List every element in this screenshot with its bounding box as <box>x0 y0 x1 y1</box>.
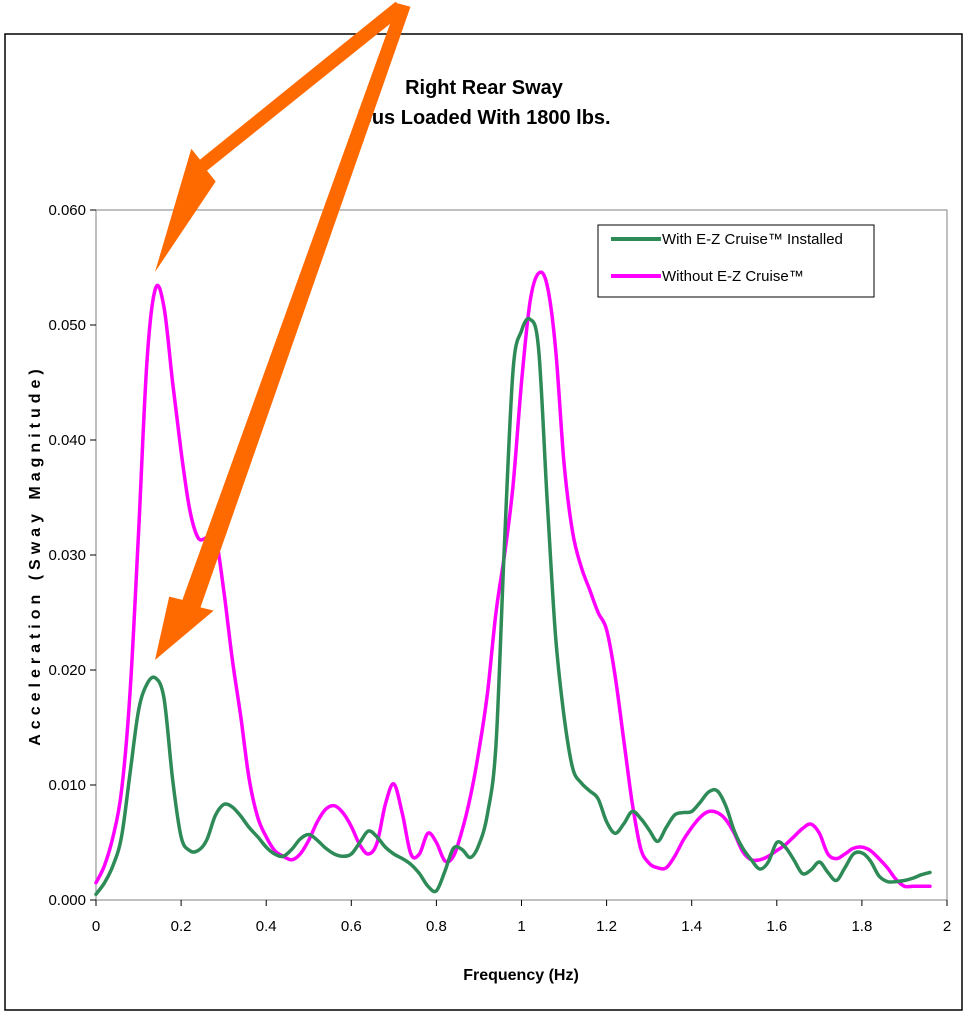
y-axis-title: Acceleration (Sway Magnitude) <box>27 364 44 746</box>
arrow-to-green-peak <box>155 3 411 660</box>
x-tick-label: 1.8 <box>851 918 872 935</box>
legend: With E-Z Cruise™ Installed Without E-Z C… <box>597 224 875 298</box>
x-tick-label: 1 <box>517 918 525 935</box>
y-tick-label: 0.050 <box>48 317 86 334</box>
legend-label-with: With E-Z Cruise™ Installed <box>662 231 843 248</box>
x-axis-title: Frequency (Hz) <box>463 967 579 984</box>
axis-ticks: 0 0.2 0.4 0.6 0.8 1 1.2 1.4 1.6 1.8 2 0.000 0.010 0.0… <box>48 202 951 935</box>
x-tick-label: 2 <box>943 918 951 935</box>
y-tick-label: 0.000 <box>48 892 86 909</box>
legend-label-without: Without E-Z Cruise™ <box>662 268 804 285</box>
arrow-to-magenta-peak <box>155 1 405 272</box>
x-tick-label: 0 <box>92 918 100 935</box>
chart-subtitle: Bus Loaded With 1800 lbs. <box>357 107 610 129</box>
annotation-arrows <box>155 1 411 660</box>
x-tick-label: 1.2 <box>596 918 617 935</box>
series-line-without-ez-cruise <box>94 270 932 889</box>
x-tick-label: 0.8 <box>426 918 447 935</box>
x-tick-label: 0.4 <box>256 918 277 935</box>
y-tick-label: 0.010 <box>48 777 86 794</box>
y-tick-label: 0.060 <box>48 202 86 219</box>
x-tick-label: 0.6 <box>341 918 362 935</box>
y-tick-label: 0.040 <box>48 432 86 449</box>
x-tick-label: 0.2 <box>171 918 192 935</box>
series-line-with-ez-cruise <box>94 316 932 897</box>
y-tick-label: 0.030 <box>48 547 86 564</box>
x-tick-label: 1.6 <box>766 918 787 935</box>
series-lines <box>94 270 932 897</box>
plot-area <box>95 209 948 901</box>
y-tick-label: 0.020 <box>48 662 86 679</box>
x-tick-label: 1.4 <box>681 918 702 935</box>
chart-title: Right Rear Sway <box>405 77 564 99</box>
